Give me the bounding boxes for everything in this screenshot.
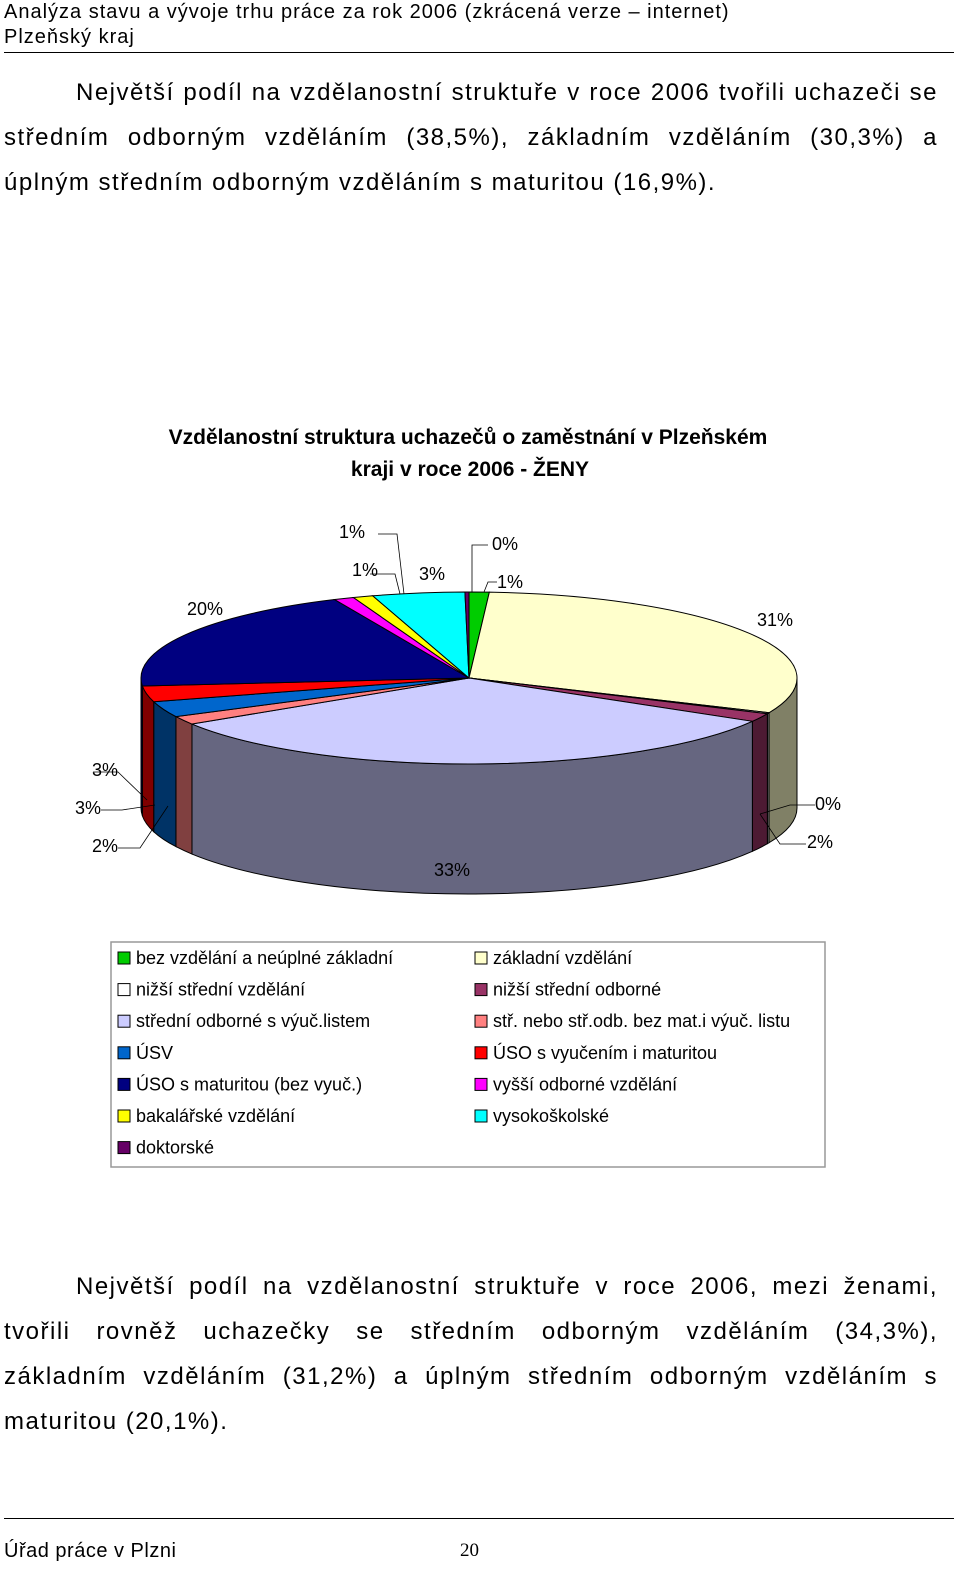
leader-line xyxy=(483,581,497,593)
data-label: 1% xyxy=(497,572,523,592)
pie-side xyxy=(141,685,155,833)
legend-swatch xyxy=(474,983,488,997)
report-title: Analýza stavu a vývoje trhu práce za rok… xyxy=(4,1,730,23)
leader-line xyxy=(759,804,815,815)
legend-swatch xyxy=(117,1141,131,1155)
legend-label: základní vzdělání xyxy=(493,948,632,968)
pie-slice xyxy=(190,677,755,765)
page-header: Analýza stavu a vývoje trhu práce za rok… xyxy=(4,0,954,50)
legend-swatch xyxy=(117,951,131,965)
footer-office: Úřad práce v Plzni xyxy=(4,1540,177,1562)
page-number: 20 xyxy=(460,1540,479,1561)
data-label: 1% xyxy=(352,560,378,580)
leader-line xyxy=(93,771,148,801)
pie-slice xyxy=(140,599,471,687)
chart-title-line2: kraji v roce 2006 - ŽENY xyxy=(351,457,589,481)
data-label: 31% xyxy=(757,610,793,630)
header-divider xyxy=(4,52,954,53)
education-pie-chart: Vzdělanostní struktura uchazečů o zaměst… xyxy=(75,426,841,1168)
pie-slice xyxy=(464,591,470,679)
legend-box xyxy=(110,941,826,1168)
legend-label: střední odborné s výuč.listem xyxy=(136,1011,370,1031)
intro-paragraph: Největší podíl na vzdělanostní struktuře… xyxy=(4,70,938,205)
footer-divider xyxy=(4,1518,954,1519)
data-label: 20% xyxy=(187,599,223,619)
data-label: 0% xyxy=(492,534,518,554)
legend-swatch xyxy=(474,1077,488,1091)
legend-swatch xyxy=(474,1014,488,1028)
leader-line xyxy=(378,533,405,595)
legend-label: nižší střední odborné xyxy=(493,980,661,1000)
legend-swatch xyxy=(117,1109,131,1123)
leader-line xyxy=(118,805,169,849)
data-label: 2% xyxy=(807,832,833,852)
chart-title-line1: Vzdělanostní struktura uchazečů o zaměst… xyxy=(169,426,768,449)
leader-line xyxy=(471,544,488,592)
pie-side xyxy=(751,712,768,853)
data-label: 1% xyxy=(339,522,365,542)
legend-label: vysokoškolské xyxy=(493,1106,609,1126)
leader-line xyxy=(370,573,401,595)
legend-swatch xyxy=(117,1046,131,1060)
legend-label: ÚSO s vyučením i maturitou xyxy=(493,1042,717,1063)
paragraph-text: Největší podíl na vzdělanostní struktuře… xyxy=(4,79,938,196)
legend-label: stř. nebo stř.odb. bez mat.i výuč. listu xyxy=(493,1011,790,1031)
pie-side xyxy=(153,700,177,848)
legend-swatch xyxy=(117,1014,131,1028)
legend-label: nižší střední vzdělání xyxy=(136,980,305,1000)
leader-line xyxy=(759,813,806,845)
data-label: 3% xyxy=(92,760,118,780)
legend-label: bez vzdělání a neúplné základní xyxy=(136,948,393,968)
legend-swatch xyxy=(117,983,131,997)
legend-swatch xyxy=(474,951,488,965)
legend-swatch xyxy=(474,1046,488,1060)
region-name: Plzeňský kraj xyxy=(4,26,135,48)
data-label: 33% xyxy=(434,860,470,880)
legend-label: ÚSV xyxy=(136,1042,173,1063)
data-label: 3% xyxy=(419,564,445,584)
legend-swatch xyxy=(474,1109,488,1123)
pie-side xyxy=(175,715,193,855)
legend-swatch xyxy=(117,1077,131,1091)
legend-label: bakalářské vzdělání xyxy=(136,1106,295,1126)
legend-label: vyšší odborné vzdělání xyxy=(493,1074,677,1094)
legend-label: ÚSO s maturitou (bez vyuč.) xyxy=(136,1073,362,1094)
women-paragraph: Největší podíl na vzdělanostní struktuře… xyxy=(4,1264,938,1444)
paragraph-text: Největší podíl na vzdělanostní struktuře… xyxy=(4,1273,938,1435)
leader-line xyxy=(101,804,156,811)
data-label: 3% xyxy=(75,798,101,818)
data-label: 0% xyxy=(815,794,841,814)
data-label: 2% xyxy=(92,836,118,856)
pie-slice xyxy=(468,591,798,714)
legend-label: doktorské xyxy=(136,1138,214,1158)
